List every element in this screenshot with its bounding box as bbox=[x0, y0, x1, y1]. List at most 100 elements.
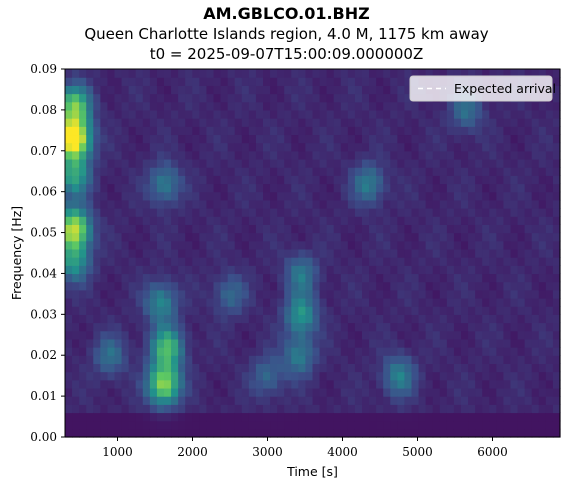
heatmap-cell bbox=[128, 371, 137, 381]
heatmap-cell bbox=[552, 347, 561, 356]
heatmap-cell bbox=[531, 208, 540, 217]
heatmap-cell bbox=[263, 306, 271, 315]
heatmap-cell bbox=[446, 183, 455, 193]
heatmap-cell bbox=[248, 109, 257, 119]
heatmap-cell bbox=[538, 208, 547, 217]
heatmap-cell bbox=[369, 257, 377, 266]
heatmap-cell bbox=[255, 175, 264, 185]
heatmap-cell bbox=[418, 396, 427, 405]
heatmap-cell bbox=[298, 77, 307, 86]
heatmap-cell bbox=[107, 273, 116, 283]
heatmap-cell bbox=[362, 257, 370, 266]
heatmap-cell bbox=[107, 93, 116, 103]
heatmap-cell bbox=[319, 191, 328, 201]
heatmap-cell bbox=[319, 93, 328, 103]
heatmap-cell bbox=[284, 93, 292, 103]
heatmap-cell bbox=[156, 191, 165, 201]
heatmap-cell bbox=[439, 273, 448, 283]
heatmap-cell bbox=[369, 404, 377, 414]
heatmap-cell bbox=[220, 240, 229, 250]
heatmap-cell bbox=[291, 208, 299, 217]
heatmap-cell bbox=[354, 224, 363, 234]
heatmap-cell bbox=[475, 297, 483, 307]
heatmap-cell bbox=[291, 355, 299, 364]
heatmap-cell bbox=[135, 281, 144, 291]
heatmap-cell bbox=[475, 355, 483, 364]
heatmap-cell bbox=[263, 85, 271, 95]
heatmap-cell bbox=[86, 183, 94, 193]
heatmap-cell bbox=[376, 396, 384, 405]
heatmap-cell bbox=[510, 428, 519, 438]
heatmap-cell bbox=[538, 412, 547, 422]
heatmap-cell bbox=[482, 118, 490, 127]
heatmap-cell bbox=[482, 199, 490, 209]
heatmap-cell bbox=[65, 420, 73, 430]
heatmap-cell bbox=[270, 216, 278, 225]
heatmap-cell bbox=[107, 216, 116, 225]
heatmap-cell bbox=[376, 167, 384, 176]
heatmap-cell bbox=[93, 85, 101, 95]
heatmap-cell bbox=[178, 371, 186, 381]
heatmap-cell bbox=[178, 363, 186, 373]
heatmap-cell bbox=[545, 355, 554, 364]
heatmap-cell bbox=[312, 248, 321, 258]
heatmap-cell bbox=[326, 167, 335, 176]
heatmap-cell bbox=[446, 158, 455, 168]
heatmap-cell bbox=[121, 428, 130, 438]
heatmap-cell bbox=[319, 77, 328, 86]
heatmap-cell bbox=[178, 142, 186, 152]
heatmap-cell bbox=[538, 248, 547, 258]
heatmap-cell bbox=[178, 355, 186, 364]
heatmap-cell bbox=[248, 77, 257, 86]
heatmap-cell bbox=[227, 265, 236, 275]
heatmap-cell bbox=[482, 289, 490, 299]
heatmap-cell bbox=[156, 322, 165, 332]
heatmap-cell bbox=[220, 314, 229, 324]
heatmap-cell bbox=[107, 265, 116, 275]
heatmap-cell bbox=[369, 314, 377, 324]
heatmap-cell bbox=[128, 126, 137, 136]
heatmap-cell bbox=[298, 281, 307, 291]
heatmap-cell bbox=[383, 191, 391, 201]
heatmap-cell bbox=[411, 265, 420, 275]
heatmap-cell bbox=[206, 183, 215, 193]
heatmap-cell bbox=[489, 158, 497, 168]
heatmap-cell bbox=[503, 240, 512, 250]
heatmap-cell bbox=[531, 199, 540, 209]
heatmap-cell bbox=[121, 379, 130, 389]
heatmap-cell bbox=[248, 297, 257, 307]
heatmap-cell bbox=[164, 216, 172, 225]
heatmap-cell bbox=[461, 167, 469, 176]
heatmap-cell bbox=[270, 248, 278, 258]
heatmap-cell bbox=[326, 85, 335, 95]
heatmap-cell bbox=[284, 265, 292, 275]
heatmap-cell bbox=[531, 126, 540, 136]
heatmap-cell bbox=[531, 412, 540, 422]
heatmap-cell bbox=[263, 338, 271, 348]
heatmap-cell bbox=[305, 158, 314, 168]
heatmap-cell bbox=[135, 412, 144, 422]
heatmap-cell bbox=[312, 118, 321, 127]
heatmap-cell bbox=[206, 175, 215, 185]
heatmap-cell bbox=[114, 347, 123, 356]
heatmap-cell bbox=[510, 412, 519, 422]
heatmap-cell bbox=[298, 240, 307, 250]
heatmap-cell bbox=[404, 379, 413, 389]
heatmap-cell bbox=[185, 306, 193, 315]
heatmap-cell bbox=[72, 412, 80, 422]
heatmap-cell bbox=[142, 273, 151, 283]
heatmap-cell bbox=[227, 314, 236, 324]
heatmap-cell bbox=[354, 289, 363, 299]
heatmap-cell bbox=[340, 167, 349, 176]
heatmap-cell bbox=[383, 101, 391, 111]
heatmap-cell bbox=[164, 208, 172, 217]
heatmap-cell bbox=[340, 420, 349, 430]
heatmap-cell bbox=[411, 379, 420, 389]
heatmap-cell bbox=[340, 224, 349, 234]
heatmap-cell bbox=[404, 183, 413, 193]
heatmap-cell bbox=[418, 330, 427, 340]
heatmap-cell bbox=[432, 347, 441, 356]
heatmap-cell bbox=[185, 224, 193, 234]
heatmap-cell bbox=[475, 322, 483, 332]
heatmap-cell bbox=[468, 338, 476, 348]
